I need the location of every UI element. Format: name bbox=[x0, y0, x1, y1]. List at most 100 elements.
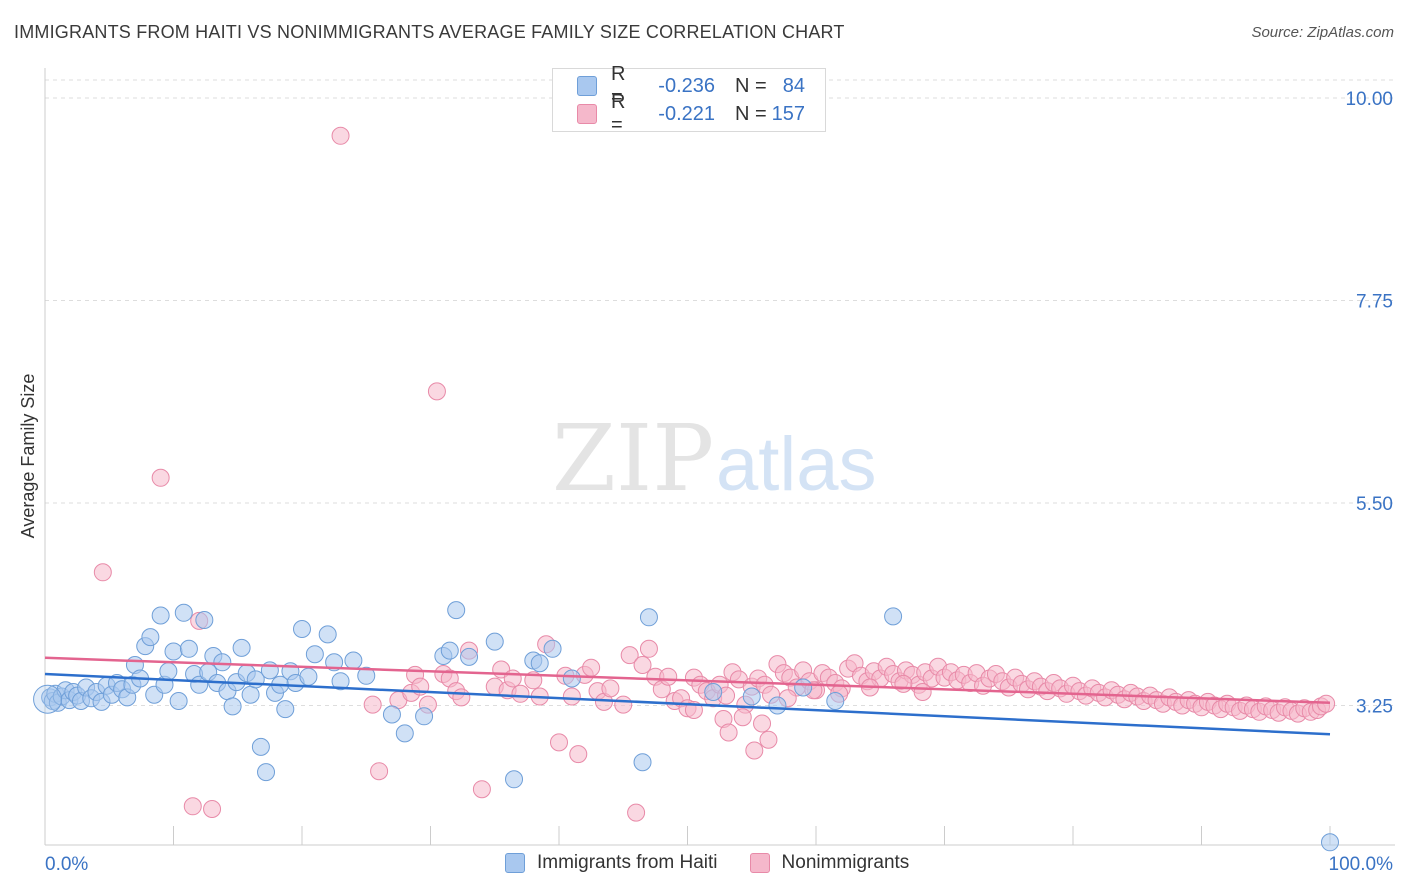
point-nonimmigrant bbox=[659, 667, 678, 686]
watermark-zip: ZIP bbox=[552, 405, 714, 512]
point-nonimmigrant bbox=[633, 656, 652, 674]
point-nonimmigrant bbox=[601, 679, 620, 698]
point-haiti bbox=[505, 770, 524, 789]
point-haiti bbox=[357, 666, 376, 685]
point-nonimmigrant bbox=[503, 669, 522, 688]
point-nonimmigrant bbox=[913, 683, 932, 701]
series-legend: Immigrants from Haiti Nonimmigrants bbox=[505, 852, 941, 874]
point-haiti bbox=[299, 667, 318, 686]
r-value: -0.236 bbox=[658, 74, 715, 97]
point-haiti bbox=[826, 692, 845, 710]
legend-swatch-blue bbox=[577, 76, 597, 96]
point-haiti bbox=[382, 705, 401, 724]
point-haiti bbox=[485, 632, 504, 651]
point-haiti bbox=[344, 651, 363, 670]
point-nonimmigrant bbox=[639, 639, 658, 658]
x-tick-label-min: 0.0% bbox=[45, 854, 88, 875]
point-nonimmigrant bbox=[627, 803, 646, 822]
trend-line-nonimmigrants bbox=[44, 656, 1331, 705]
n-label: N = bbox=[735, 102, 767, 125]
legend-item-haiti[interactable]: Immigrants from Haiti bbox=[505, 852, 718, 874]
point-haiti-cluster bbox=[33, 684, 63, 714]
point-nonimmigrant bbox=[363, 695, 382, 714]
point-nonimmigrant bbox=[472, 780, 491, 799]
series-nonimmigrants bbox=[93, 126, 1336, 822]
point-haiti bbox=[742, 687, 761, 706]
point-nonimmigrant bbox=[620, 646, 639, 665]
point-haiti bbox=[447, 601, 466, 620]
legend-label-haiti: Immigrants from Haiti bbox=[537, 852, 718, 873]
point-nonimmigrant bbox=[569, 745, 588, 764]
point-haiti bbox=[794, 678, 813, 697]
point-nonimmigrant bbox=[370, 762, 389, 781]
point-nonimmigrant bbox=[331, 126, 350, 145]
r-label: R = bbox=[611, 63, 626, 108]
point-nonimmigrant bbox=[759, 730, 778, 749]
point-nonimmigrant bbox=[452, 688, 471, 707]
legend-item-nonimmigrants[interactable]: Nonimmigrants bbox=[749, 852, 910, 874]
n-value: 157 bbox=[771, 102, 805, 125]
point-nonimmigrant bbox=[614, 695, 633, 714]
point-haiti bbox=[223, 697, 242, 716]
point-nonimmigrant bbox=[753, 714, 772, 733]
point-haiti bbox=[530, 654, 549, 673]
axis-labels: 3.25 5.50 7.75 10.00 0.0% 100.0% Average Famil… bbox=[18, 89, 1393, 875]
point-haiti bbox=[213, 653, 232, 672]
point-haiti bbox=[276, 700, 295, 719]
point-haiti bbox=[159, 662, 178, 681]
grid bbox=[45, 79, 1395, 706]
r-value: -0.221 bbox=[658, 102, 715, 125]
point-haiti bbox=[1321, 833, 1339, 852]
point-haiti bbox=[305, 645, 324, 664]
r-label: R = bbox=[611, 91, 626, 136]
correlation-legend: R = -0.236 N = 84 R = -0.221 N = 157 bbox=[552, 63, 826, 136]
point-nonimmigrant bbox=[582, 658, 601, 677]
point-haiti bbox=[293, 620, 311, 638]
series-immigrants-haiti bbox=[33, 601, 1339, 852]
point-nonimmigrant bbox=[745, 741, 764, 760]
trend-line-haiti bbox=[44, 672, 1331, 736]
point-haiti bbox=[141, 628, 160, 647]
legend-row-haiti: R = -0.236 N = 84 bbox=[577, 63, 805, 108]
point-nonimmigrant bbox=[511, 684, 530, 703]
point-nonimmigrant bbox=[203, 800, 222, 818]
watermark-atlas: atlas bbox=[716, 422, 877, 507]
x-tick-label-max: 100.0% bbox=[1329, 854, 1394, 875]
watermark: ZIP atlas bbox=[552, 405, 877, 512]
point-haiti bbox=[151, 606, 170, 625]
n-value: 84 bbox=[782, 74, 805, 97]
chart-title: IMMIGRANTS FROM HAITI VS NONIMMIGRANTS A… bbox=[14, 22, 845, 42]
point-nonimmigrant bbox=[733, 708, 752, 727]
point-nonimmigrant bbox=[719, 723, 738, 742]
point-haiti bbox=[174, 603, 193, 622]
legend-swatch-pink bbox=[749, 853, 770, 873]
legend-swatch-blue bbox=[505, 853, 525, 873]
legend-row-nonimmigrants: R = -0.221 N = 157 bbox=[577, 91, 805, 136]
y-axis-label: Average Family Size bbox=[18, 374, 38, 539]
axes bbox=[44, 68, 1395, 846]
point-haiti bbox=[543, 639, 562, 658]
point-nonimmigrant bbox=[550, 733, 568, 752]
legend-swatch-pink bbox=[577, 104, 597, 124]
point-haiti bbox=[318, 625, 337, 644]
point-haiti bbox=[241, 685, 260, 704]
y-tick-label: 7.75 bbox=[1356, 292, 1393, 313]
source-label: Source: ZipAtlas.com bbox=[1251, 24, 1394, 41]
point-haiti bbox=[164, 642, 183, 661]
point-haiti bbox=[884, 607, 903, 626]
point-haiti bbox=[395, 724, 414, 743]
point-nonimmigrant bbox=[183, 797, 202, 816]
point-nonimmigrant bbox=[562, 687, 581, 706]
point-haiti bbox=[195, 611, 214, 629]
point-haiti bbox=[251, 737, 270, 756]
point-haiti bbox=[440, 641, 459, 660]
y-tick-label: 3.25 bbox=[1356, 697, 1393, 718]
y-tick-label: 10.00 bbox=[1345, 89, 1393, 110]
point-haiti bbox=[179, 639, 198, 658]
point-haiti bbox=[768, 696, 787, 715]
legend-label-nonimmigrants: Nonimmigrants bbox=[781, 852, 910, 873]
n-label: N = bbox=[735, 74, 767, 97]
point-haiti bbox=[704, 683, 723, 701]
point-nonimmigrant bbox=[93, 563, 112, 582]
